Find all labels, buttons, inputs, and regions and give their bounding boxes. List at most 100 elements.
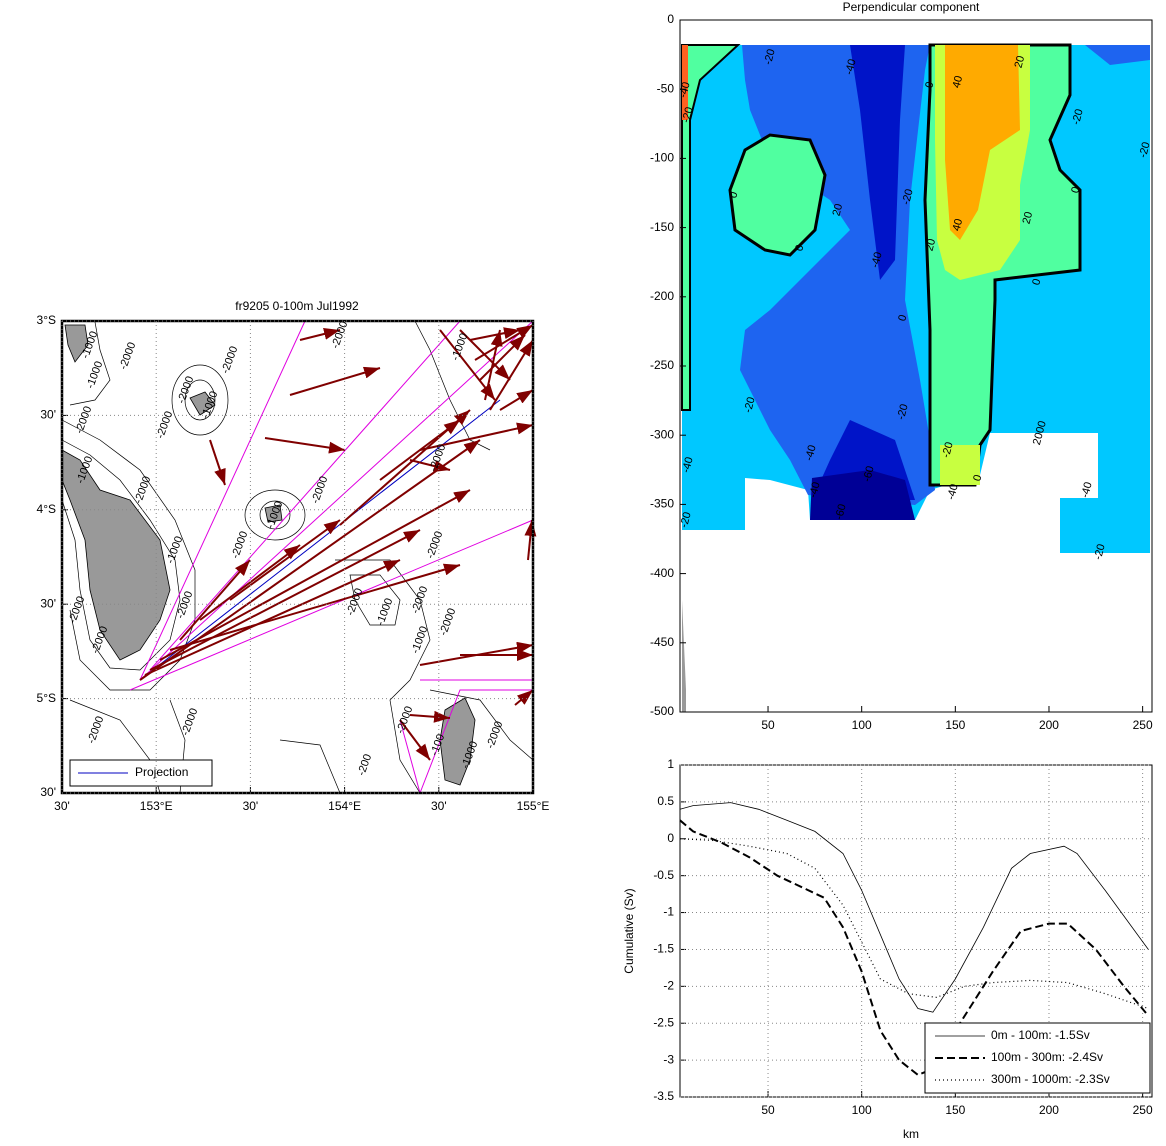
contour-label: -40 <box>843 58 859 76</box>
x-tick-label: 30' <box>54 799 70 813</box>
y-tick-label: -1.5 <box>653 942 674 956</box>
legend-label: 300m - 1000m: -2.3Sv <box>991 1072 1110 1086</box>
x-tick-label: 155°E <box>517 799 550 813</box>
line-series <box>679 819 1150 1077</box>
contour-label: -20 <box>1070 108 1086 126</box>
y-tick-label: -300 <box>650 427 674 441</box>
contour-label: -40 <box>945 483 961 501</box>
contour-label: -20 <box>762 48 778 66</box>
legend-label: 100m - 300m: -2.4Sv <box>991 1050 1103 1064</box>
contour-label: -2000 <box>409 585 430 616</box>
y-tick-label: -200 <box>650 289 674 303</box>
y-axis-label: Cumulative (Sv) <box>622 888 636 973</box>
y-tick-label: -1 <box>663 905 674 919</box>
y-tick-label: -3 <box>663 1052 674 1066</box>
contour-label: 20 <box>831 203 846 218</box>
contour-label: -20 <box>1137 141 1153 159</box>
contour-label: -2000 <box>85 715 106 746</box>
y-tick-label: 5°S <box>37 691 56 705</box>
y-tick-label: 1 <box>667 757 674 771</box>
line-series <box>679 838 1149 1010</box>
contour-label: 40 <box>951 218 966 233</box>
projection-line <box>139 399 501 681</box>
y-tick-label: -400 <box>650 566 674 580</box>
contour-label: -2000 <box>174 590 195 621</box>
contour-label: 0 <box>727 190 740 199</box>
y-tick-label: 30' <box>40 408 56 422</box>
y-tick-label: -350 <box>650 497 674 511</box>
current-vectors <box>139 324 537 761</box>
x-axis-label: km <box>903 1127 919 1141</box>
contour-label: -40 <box>680 456 696 474</box>
y-tick-label: -50 <box>657 81 675 95</box>
contour-panel: Perpendicular component <box>679 0 1153 713</box>
x-tick-label: 200 <box>1039 718 1059 732</box>
land <box>61 324 476 786</box>
contour-label: -2000 <box>329 320 350 351</box>
y-tick-label: -450 <box>650 635 674 649</box>
contour-label: -2000 <box>132 475 153 506</box>
y-tick-label: -100 <box>650 151 674 165</box>
contour-label: -1000 <box>409 625 430 656</box>
contour-label: -1000 <box>164 535 185 566</box>
contour-label: -40 <box>1079 481 1095 499</box>
x-tick-label: 154°E <box>328 799 361 813</box>
contour-label: -20 <box>900 188 916 206</box>
contour-label: 0 <box>1030 277 1043 286</box>
y-tick-label: 30' <box>40 596 56 610</box>
contour-label: -2000 <box>219 345 240 376</box>
x-tick-label: 50 <box>761 718 775 732</box>
y-tick-label: -2 <box>663 979 674 993</box>
y-tick-label: -250 <box>650 358 674 372</box>
y-tick-label: -500 <box>650 704 674 718</box>
line-series <box>679 802 1149 1013</box>
y-tick-label: -2.5 <box>653 1015 674 1029</box>
contour-label: -20 <box>1092 543 1108 561</box>
y-tick-label: 4°S <box>37 502 56 516</box>
x-tick-label: 30' <box>431 799 447 813</box>
x-tick-label: 100 <box>852 1103 872 1117</box>
y-tick-label: 0.5 <box>657 794 674 808</box>
contour-label: -40 <box>869 251 885 269</box>
contour-label: -1000 <box>374 597 395 628</box>
contour-label: -20 <box>940 441 956 459</box>
contour-label: 20 <box>924 238 939 253</box>
contour-label: -40 <box>807 481 823 499</box>
x-tick-label: 250 <box>1133 718 1153 732</box>
contour-label: -2000 <box>73 405 94 436</box>
contour-label: -2000 <box>424 530 445 561</box>
contour-label: -1000 <box>449 332 470 363</box>
y-tick-label: 0 <box>667 831 674 845</box>
map-panel: Projection fr9205 0-100m Jul1992 <box>60 299 537 795</box>
y-tick-label: -150 <box>650 220 674 234</box>
contour-label: -20 <box>678 511 694 529</box>
contour-label: -60 <box>861 465 877 483</box>
contour-label: -2000 <box>394 705 415 736</box>
contour-label: 40 <box>951 75 966 90</box>
y-tick-label: 30' <box>40 785 56 799</box>
contour-label: -40 <box>803 444 819 462</box>
x-tick-label: 100 <box>852 718 872 732</box>
y-tick-label: -0.5 <box>653 868 674 882</box>
x-tick-label: 150 <box>945 718 965 732</box>
contour-label: -2000 <box>309 475 330 506</box>
legend-label: Projection <box>135 765 188 779</box>
contour-label: -200 <box>356 753 375 778</box>
contour-label: -2000 <box>437 607 458 638</box>
x-tick-label: 150 <box>945 1103 965 1117</box>
contour-label: -2000 <box>117 341 138 372</box>
contour-label: 20 <box>1013 55 1028 70</box>
contour-label: 0 <box>896 313 909 322</box>
contour-label: -2000 <box>179 707 200 738</box>
chart-title: Perpendicular component <box>843 0 980 14</box>
legend-label: 0m - 100m: -1.5Sv <box>991 1028 1090 1042</box>
x-tick-label: 200 <box>1039 1103 1059 1117</box>
y-tick-label: 3°S <box>37 313 56 327</box>
chart-title: fr9205 0-100m Jul1992 <box>235 299 359 313</box>
y-tick-label: -3.5 <box>653 1089 674 1103</box>
x-tick-label: 153°E <box>140 799 173 813</box>
contour-label: 0 <box>1069 185 1082 194</box>
contour-label: -2000 <box>229 530 250 561</box>
x-tick-label: 30' <box>243 799 259 813</box>
